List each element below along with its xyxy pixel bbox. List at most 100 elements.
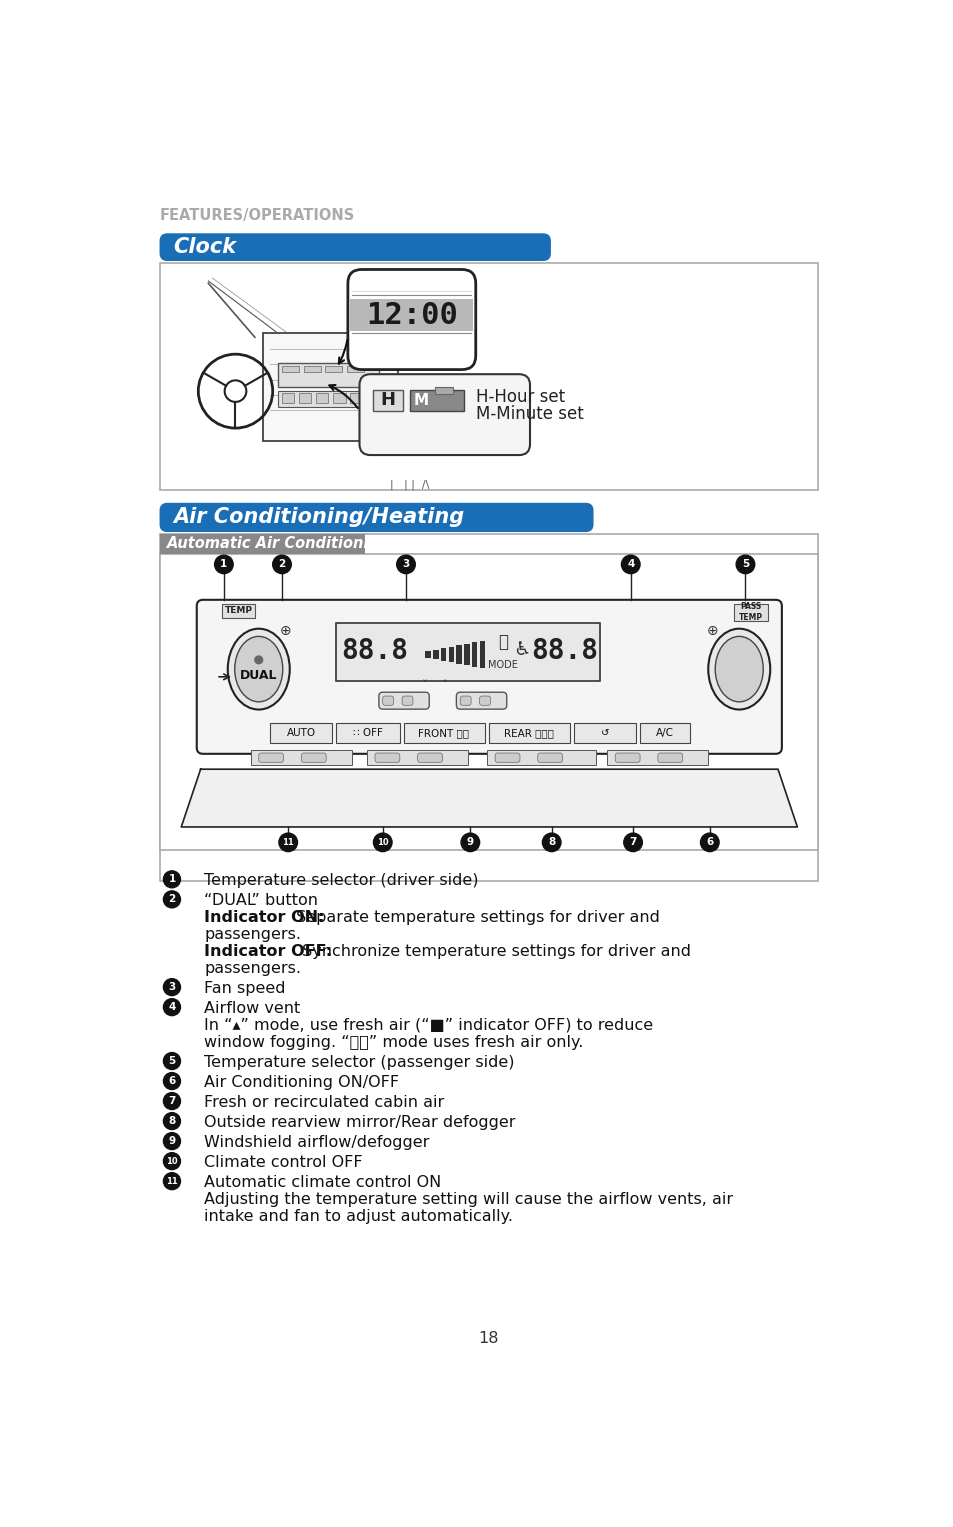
FancyBboxPatch shape bbox=[495, 753, 519, 762]
Circle shape bbox=[163, 1072, 180, 1090]
Text: intake and fan to adjust automatically.: intake and fan to adjust automatically. bbox=[204, 1209, 513, 1223]
Bar bbox=[315, 394, 328, 403]
Text: Clock: Clock bbox=[173, 237, 236, 257]
Text: Temperature selector (driver side): Temperature selector (driver side) bbox=[204, 873, 478, 889]
Bar bbox=[433, 651, 438, 660]
Text: 4: 4 bbox=[626, 559, 634, 570]
Bar bbox=[278, 391, 378, 406]
Text: In “▴” mode, use fresh air (“■” indicator OFF) to reduce: In “▴” mode, use fresh air (“■” indicato… bbox=[204, 1019, 653, 1032]
Bar bbox=[367, 750, 468, 765]
FancyBboxPatch shape bbox=[537, 753, 562, 762]
Circle shape bbox=[736, 556, 754, 574]
Bar bbox=[282, 394, 294, 403]
Circle shape bbox=[163, 870, 180, 887]
Bar bbox=[639, 722, 690, 744]
Circle shape bbox=[373, 834, 392, 852]
Bar bbox=[574, 722, 636, 744]
Bar bbox=[464, 644, 469, 666]
Text: 10: 10 bbox=[376, 838, 388, 847]
Bar bbox=[270, 722, 332, 744]
Text: 1: 1 bbox=[168, 875, 175, 884]
Text: 88.8: 88.8 bbox=[531, 637, 598, 666]
Text: Automatic climate control ON: Automatic climate control ON bbox=[204, 1174, 441, 1190]
Circle shape bbox=[163, 999, 180, 1015]
FancyBboxPatch shape bbox=[301, 753, 326, 762]
Bar bbox=[222, 603, 254, 617]
FancyBboxPatch shape bbox=[375, 753, 399, 762]
Ellipse shape bbox=[715, 637, 762, 702]
Bar bbox=[298, 394, 311, 403]
Text: Adjusting the temperature setting will cause the airflow vents, air: Adjusting the temperature setting will c… bbox=[204, 1193, 733, 1206]
Bar bbox=[335, 623, 599, 681]
Text: M: M bbox=[414, 392, 429, 408]
Text: Synchronize temperature settings for driver and: Synchronize temperature settings for dri… bbox=[296, 944, 690, 959]
FancyBboxPatch shape bbox=[658, 753, 682, 762]
Text: Air Conditioning/Heating: Air Conditioning/Heating bbox=[173, 507, 464, 527]
Text: AUTO: AUTO bbox=[287, 728, 315, 738]
Bar bbox=[440, 649, 446, 661]
Text: passengers.: passengers. bbox=[204, 960, 301, 976]
Text: 3: 3 bbox=[168, 982, 175, 993]
Bar bbox=[347, 366, 364, 373]
Text: 11: 11 bbox=[282, 838, 294, 847]
FancyBboxPatch shape bbox=[196, 600, 781, 754]
FancyBboxPatch shape bbox=[159, 234, 550, 261]
Text: 6: 6 bbox=[705, 837, 713, 847]
Text: 5: 5 bbox=[741, 559, 748, 570]
Text: passengers.: passengers. bbox=[204, 927, 301, 942]
Circle shape bbox=[163, 1153, 180, 1170]
Text: 7: 7 bbox=[168, 1096, 175, 1106]
Text: 2: 2 bbox=[168, 895, 175, 904]
FancyBboxPatch shape bbox=[459, 696, 471, 705]
Text: Air Conditioning ON/OFF: Air Conditioning ON/OFF bbox=[204, 1075, 399, 1090]
Text: Automatic Air Conditioning: Automatic Air Conditioning bbox=[167, 536, 390, 551]
Bar bbox=[335, 722, 399, 744]
Bar bbox=[456, 646, 461, 664]
Bar bbox=[282, 366, 298, 373]
Bar bbox=[410, 389, 464, 411]
Bar bbox=[435, 386, 452, 394]
FancyBboxPatch shape bbox=[378, 692, 429, 709]
FancyBboxPatch shape bbox=[456, 692, 506, 709]
Text: 7: 7 bbox=[629, 837, 636, 847]
Circle shape bbox=[254, 657, 262, 664]
Bar bbox=[733, 603, 767, 620]
FancyBboxPatch shape bbox=[615, 753, 639, 762]
Circle shape bbox=[163, 1093, 180, 1110]
Text: H-Hour set: H-Hour set bbox=[476, 388, 564, 406]
Bar bbox=[159, 533, 365, 554]
Text: TEMP: TEMP bbox=[224, 606, 253, 615]
Bar bbox=[373, 389, 402, 411]
Circle shape bbox=[163, 1173, 180, 1190]
FancyBboxPatch shape bbox=[359, 374, 530, 455]
Text: MODE: MODE bbox=[487, 660, 517, 670]
Circle shape bbox=[542, 834, 560, 852]
FancyBboxPatch shape bbox=[479, 696, 490, 705]
Bar bbox=[303, 366, 320, 373]
Bar bbox=[159, 554, 818, 851]
Bar bbox=[325, 366, 342, 373]
Text: 9: 9 bbox=[466, 837, 474, 847]
Polygon shape bbox=[181, 770, 797, 828]
Text: 8: 8 bbox=[168, 1116, 175, 1125]
Text: Windshield airflow/defogger: Windshield airflow/defogger bbox=[204, 1135, 430, 1150]
Bar bbox=[425, 652, 431, 658]
Text: 2: 2 bbox=[278, 559, 285, 570]
Text: ˆ: ˆ bbox=[441, 680, 447, 693]
Bar bbox=[278, 362, 378, 388]
FancyBboxPatch shape bbox=[159, 502, 593, 531]
Ellipse shape bbox=[707, 629, 769, 710]
Bar bbox=[472, 643, 476, 667]
Circle shape bbox=[278, 834, 297, 852]
Circle shape bbox=[163, 979, 180, 996]
Text: FEATURES/OPERATIONS: FEATURES/OPERATIONS bbox=[159, 208, 355, 223]
Text: M-Minute set: M-Minute set bbox=[476, 405, 583, 423]
Text: REAR ⓁⓁⓁ: REAR ⓁⓁⓁ bbox=[504, 728, 554, 738]
FancyBboxPatch shape bbox=[348, 269, 476, 370]
Bar bbox=[487, 750, 596, 765]
Circle shape bbox=[273, 556, 291, 574]
Text: 10: 10 bbox=[166, 1156, 177, 1165]
Text: 9: 9 bbox=[169, 1136, 175, 1147]
Bar bbox=[488, 722, 570, 744]
Ellipse shape bbox=[228, 629, 290, 710]
